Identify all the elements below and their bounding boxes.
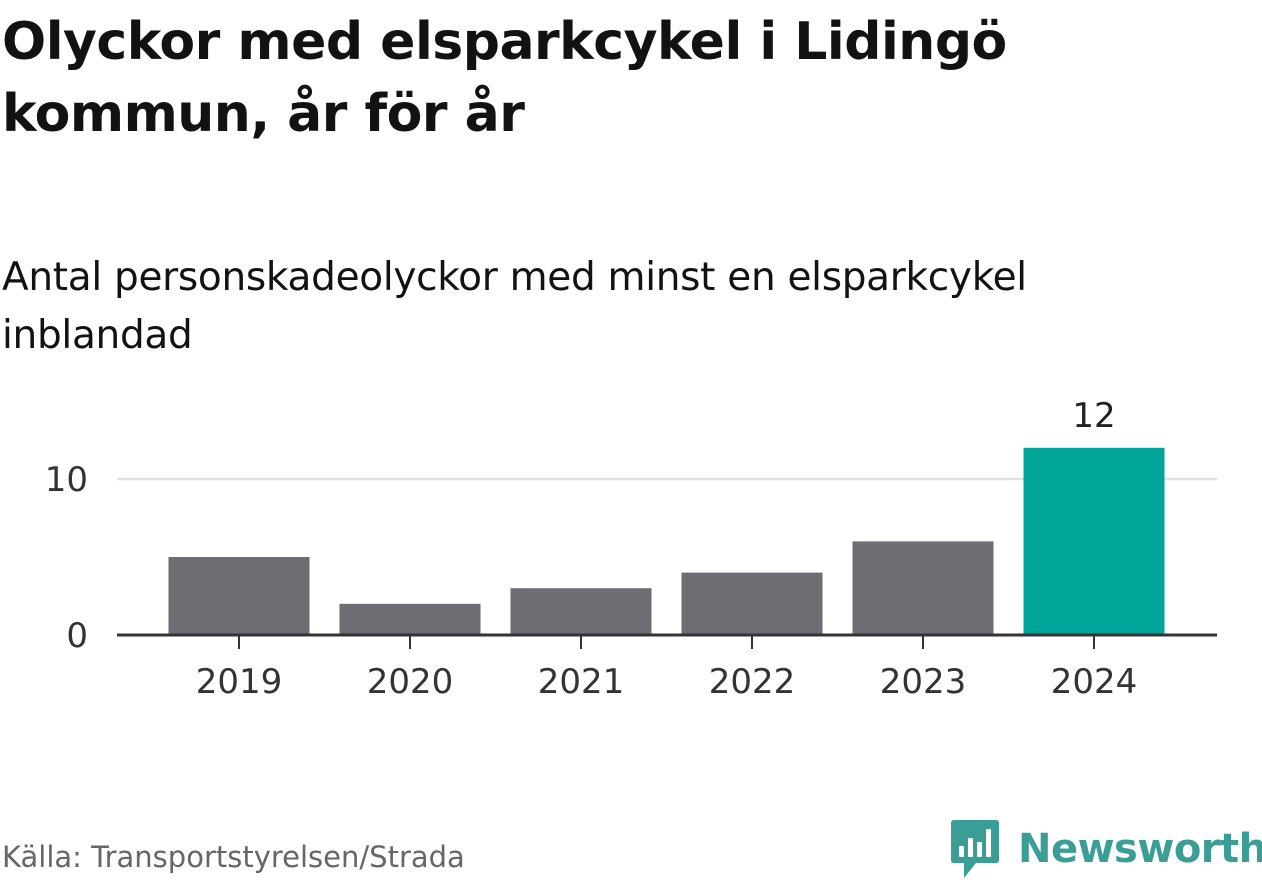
x-tick-label: 2021 xyxy=(538,662,625,702)
source-note: Källa: Transportstyrelsen/Strada xyxy=(2,840,465,874)
chart-title: Olyckor med elsparkcykel i Lidingö kommu… xyxy=(2,12,1007,144)
chart-axis xyxy=(117,633,1217,649)
chart-bars xyxy=(168,447,1165,635)
bar-2023 xyxy=(852,541,994,635)
y-tick-label: 0 xyxy=(66,616,88,656)
bar-chart: 0 10 2019 2020 2021 2022 2023 2024 12 xyxy=(45,396,1217,702)
brand-name: Newsworthy xyxy=(1018,826,1262,872)
bar-2024 xyxy=(1023,447,1165,635)
x-tick-label: 2022 xyxy=(709,662,796,702)
bar-2020 xyxy=(339,603,481,635)
x-tick-label: 2023 xyxy=(880,662,967,702)
y-tick-label: 10 xyxy=(45,460,88,500)
x-tick-label: 2019 xyxy=(196,662,283,702)
x-tick-label: 2020 xyxy=(367,662,454,702)
brand-logo: Newsworthy xyxy=(950,818,1262,880)
x-tick-label: 2024 xyxy=(1051,662,1138,702)
chart-subtitle: Antal personskadeolyckor med minst en el… xyxy=(2,255,1027,358)
bar-2021 xyxy=(510,588,652,635)
bar-2022 xyxy=(681,572,823,635)
chart-labels: 0 10 2019 2020 2021 2022 2023 2024 12 xyxy=(45,396,1138,702)
newsworthy-logo-icon xyxy=(951,820,999,878)
data-label-2024: 12 xyxy=(1072,396,1115,436)
bar-2019 xyxy=(168,557,310,635)
